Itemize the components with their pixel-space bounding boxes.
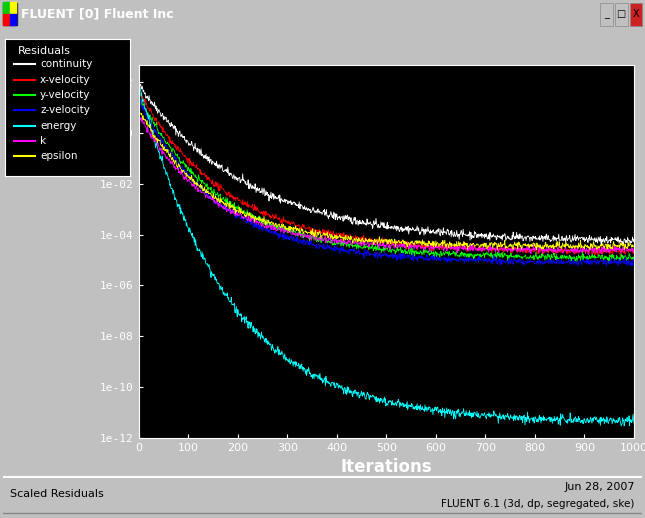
Bar [615,3,628,25]
Bar [10,14,16,25]
Text: energy: energy [40,121,76,131]
Bar [3,4,17,25]
Text: FLUENT [0] Fluent Inc: FLUENT [0] Fluent Inc [21,8,174,21]
Text: _: _ [604,9,609,19]
Text: X: X [633,9,639,19]
Text: Residuals: Residuals [17,46,70,56]
X-axis label: Iterations: Iterations [341,458,432,476]
Text: epsilon: epsilon [40,151,77,161]
Bar [630,3,642,25]
Text: z-velocity: z-velocity [40,105,90,115]
Text: k: k [40,136,46,146]
Text: □: □ [617,9,626,19]
Bar [3,14,10,25]
Text: continuity: continuity [40,60,92,69]
Text: y-velocity: y-velocity [40,90,90,100]
Bar [600,3,613,25]
Text: x-velocity: x-velocity [40,75,90,84]
Bar [10,2,16,13]
Text: Scaled Residuals: Scaled Residuals [10,489,104,499]
Text: Jun 28, 2007: Jun 28, 2007 [564,482,635,492]
Text: FLUENT 6.1 (3d, dp, segregated, ske): FLUENT 6.1 (3d, dp, segregated, ske) [441,499,635,509]
Bar [3,2,10,13]
